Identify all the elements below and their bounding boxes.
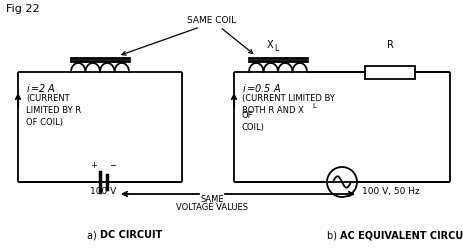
- Text: $i\,$=0.5 A: $i\,$=0.5 A: [242, 82, 281, 94]
- Text: X: X: [266, 40, 273, 50]
- Text: a): a): [87, 230, 100, 240]
- Text: SAME COIL: SAME COIL: [187, 16, 236, 25]
- Text: AC EQUIVALENT CIRCUIT: AC EQUIVALENT CIRCUIT: [339, 230, 463, 240]
- Text: VOLTAGE VALUES: VOLTAGE VALUES: [175, 203, 247, 212]
- Text: DC CIRCUIT: DC CIRCUIT: [100, 230, 162, 240]
- Text: R: R: [386, 40, 393, 50]
- Text: −: −: [109, 161, 116, 170]
- Text: OF
COIL): OF COIL): [242, 111, 264, 132]
- Text: L: L: [311, 102, 315, 108]
- Text: $i\,$=2 A: $i\,$=2 A: [26, 82, 56, 94]
- Bar: [364, 66, 414, 78]
- Text: Fig 22: Fig 22: [6, 4, 39, 14]
- Text: b): b): [326, 230, 339, 240]
- Text: SAME: SAME: [200, 195, 223, 204]
- Text: +: +: [90, 161, 97, 170]
- Text: 100 V: 100 V: [90, 187, 116, 196]
- Text: (CURRENT
LIMITED BY R
OF COIL): (CURRENT LIMITED BY R OF COIL): [26, 94, 81, 126]
- Text: L: L: [273, 44, 277, 53]
- Text: (CURRENT LIMITED BY
BOTH R AND X: (CURRENT LIMITED BY BOTH R AND X: [242, 94, 334, 115]
- Text: 100 V, 50 Hz: 100 V, 50 Hz: [361, 187, 419, 196]
